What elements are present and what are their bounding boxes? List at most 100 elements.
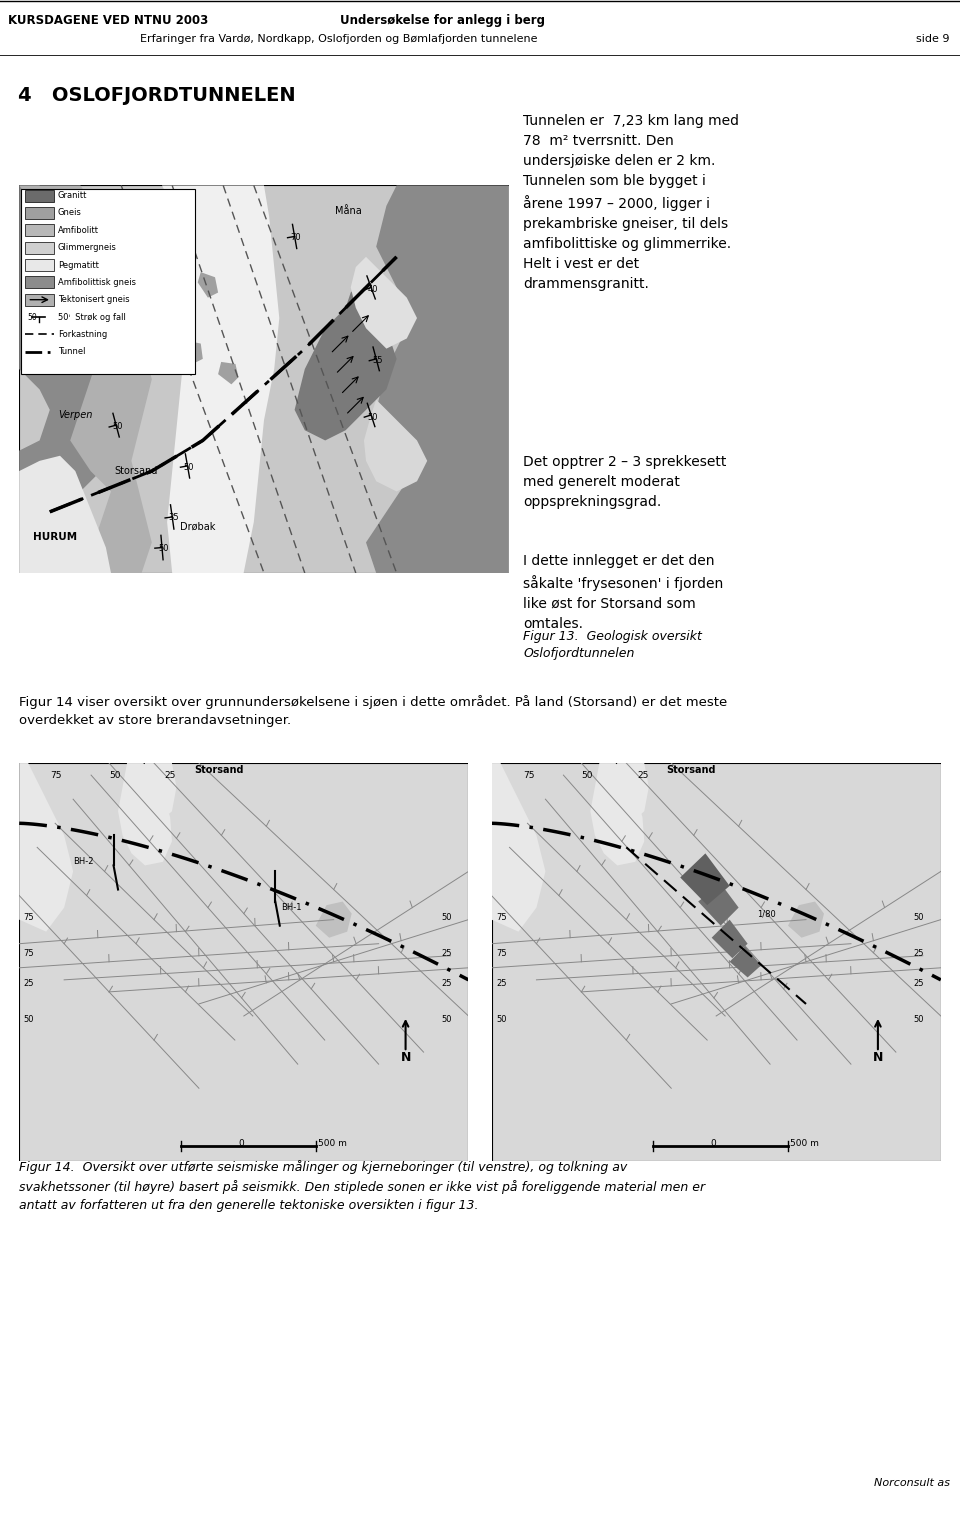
Text: 50: 50 bbox=[158, 543, 168, 552]
Text: BH-2: BH-2 bbox=[73, 857, 94, 866]
Bar bbox=[25, 206, 54, 218]
Polygon shape bbox=[162, 185, 279, 573]
Text: 50: 50 bbox=[24, 1015, 35, 1024]
Text: 25: 25 bbox=[442, 978, 452, 988]
Text: Håøya: Håøya bbox=[105, 282, 137, 293]
Text: Tunnel: Tunnel bbox=[58, 347, 85, 356]
Text: 50: 50 bbox=[496, 1015, 507, 1024]
Text: 25: 25 bbox=[165, 771, 176, 780]
Text: 25: 25 bbox=[914, 948, 924, 957]
Polygon shape bbox=[182, 340, 203, 364]
Text: 70: 70 bbox=[291, 234, 301, 243]
Text: Erfaringer fra Vardø, Nordkapp, Oslofjorden og Bømlafjorden tunnelene: Erfaringer fra Vardø, Nordkapp, Oslofjor… bbox=[140, 33, 538, 44]
Text: Drøbak: Drøbak bbox=[180, 522, 215, 532]
Text: 0: 0 bbox=[710, 1139, 716, 1148]
Polygon shape bbox=[19, 185, 111, 573]
Text: Måna: Måna bbox=[335, 206, 362, 215]
Text: Amfibolitt: Amfibolitt bbox=[58, 226, 99, 235]
Bar bbox=[25, 294, 54, 306]
Text: 35: 35 bbox=[168, 513, 179, 522]
Text: 50ⁱ  Strøk og fall: 50ⁱ Strøk og fall bbox=[58, 313, 126, 322]
Polygon shape bbox=[350, 256, 417, 349]
Polygon shape bbox=[590, 763, 644, 865]
Text: 500 m: 500 m bbox=[318, 1139, 347, 1148]
Text: Figur 14 viser oversikt over grunnundersøkelsene i sjøen i dette området. På lan: Figur 14 viser oversikt over grunnunders… bbox=[19, 695, 728, 727]
Text: 75: 75 bbox=[496, 948, 507, 957]
Text: 50: 50 bbox=[442, 913, 452, 922]
Polygon shape bbox=[711, 919, 748, 959]
Text: 50: 50 bbox=[183, 463, 194, 472]
Polygon shape bbox=[223, 293, 264, 334]
Polygon shape bbox=[364, 399, 427, 492]
Polygon shape bbox=[295, 287, 396, 440]
Polygon shape bbox=[698, 883, 738, 925]
Text: 55: 55 bbox=[372, 356, 383, 366]
Polygon shape bbox=[492, 763, 545, 931]
Text: 50: 50 bbox=[914, 1015, 924, 1024]
Text: 40: 40 bbox=[368, 285, 378, 294]
Text: Undersøkelse for anlegg i berg: Undersøkelse for anlegg i berg bbox=[340, 14, 545, 27]
Polygon shape bbox=[218, 363, 238, 384]
Text: Tunnelen er  7,23 km lang med
78  m² tverrsnitt. Den
undersjøiske delen er 2 km.: Tunnelen er 7,23 km lang med 78 m² tverr… bbox=[523, 114, 739, 291]
Text: 50: 50 bbox=[368, 413, 378, 422]
Bar bbox=[25, 190, 54, 202]
Text: Gneis: Gneis bbox=[58, 208, 82, 217]
Polygon shape bbox=[19, 185, 152, 573]
Text: side 9: side 9 bbox=[917, 33, 950, 44]
Bar bbox=[25, 276, 54, 288]
Polygon shape bbox=[366, 185, 509, 573]
Text: 75: 75 bbox=[24, 948, 35, 957]
Polygon shape bbox=[316, 901, 351, 938]
Text: 50: 50 bbox=[109, 771, 121, 780]
Polygon shape bbox=[136, 763, 177, 824]
Bar bbox=[25, 259, 54, 272]
Text: Amfibolittisk gneis: Amfibolittisk gneis bbox=[58, 278, 136, 287]
Text: Verpen: Verpen bbox=[59, 410, 92, 420]
Text: 75: 75 bbox=[24, 913, 35, 922]
Text: Norconsult as: Norconsult as bbox=[875, 1478, 950, 1488]
Polygon shape bbox=[208, 379, 242, 413]
Polygon shape bbox=[609, 763, 649, 824]
Text: 50: 50 bbox=[582, 771, 593, 780]
Text: 75: 75 bbox=[496, 913, 507, 922]
Text: N: N bbox=[873, 1051, 883, 1063]
Bar bbox=[21, 188, 195, 375]
Polygon shape bbox=[681, 854, 730, 906]
Text: I dette innlegget er det den
såkalte 'frysesonen' i fjorden
like øst for Storsan: I dette innlegget er det den såkalte 'fr… bbox=[523, 554, 724, 631]
Text: Pegmatitt: Pegmatitt bbox=[58, 261, 99, 270]
Text: 25: 25 bbox=[24, 978, 35, 988]
Text: 50: 50 bbox=[27, 313, 37, 322]
Text: Figur 13.  Geologisk oversikt
Oslofjordtunnelen: Figur 13. Geologisk oversikt Oslofjordtu… bbox=[523, 630, 702, 660]
Text: KURSDAGENE VED NTNU 2003: KURSDAGENE VED NTNU 2003 bbox=[8, 14, 208, 27]
Text: 25: 25 bbox=[914, 978, 924, 988]
Polygon shape bbox=[19, 455, 111, 573]
Polygon shape bbox=[730, 947, 761, 977]
Bar bbox=[25, 241, 54, 253]
Text: Det opptrer 2 – 3 sprekkesett
med generelt moderat
oppsprekningsgrad.: Det opptrer 2 – 3 sprekkesett med genere… bbox=[523, 455, 727, 510]
Text: 50: 50 bbox=[442, 1015, 452, 1024]
Text: Storsand: Storsand bbox=[667, 765, 716, 775]
Polygon shape bbox=[198, 272, 218, 297]
Text: Forkastning: Forkastning bbox=[58, 329, 108, 338]
Text: Figur 14.  Oversikt over utførte seismiske målinger og kjerneboringer (til venst: Figur 14. Oversikt over utførte seismisk… bbox=[19, 1161, 706, 1212]
Text: HURUM: HURUM bbox=[33, 532, 77, 543]
Text: BH-1: BH-1 bbox=[281, 903, 302, 912]
Text: Storsand: Storsand bbox=[195, 765, 244, 775]
Polygon shape bbox=[118, 763, 172, 865]
Text: 500 m: 500 m bbox=[790, 1139, 819, 1148]
Text: Granitt: Granitt bbox=[58, 191, 87, 200]
Text: Tektonisert gneis: Tektonisert gneis bbox=[58, 296, 130, 305]
Bar bbox=[25, 225, 54, 237]
Polygon shape bbox=[19, 763, 73, 931]
Text: 50: 50 bbox=[112, 423, 123, 431]
Text: Glimmergneis: Glimmergneis bbox=[58, 243, 117, 252]
Text: 4   OSLOFJORDTUNNELEN: 4 OSLOFJORDTUNNELEN bbox=[18, 86, 296, 105]
Text: 0: 0 bbox=[238, 1139, 244, 1148]
Text: 75: 75 bbox=[51, 771, 62, 780]
Text: 25: 25 bbox=[637, 771, 648, 780]
Text: 50: 50 bbox=[914, 913, 924, 922]
Text: 75: 75 bbox=[523, 771, 535, 780]
Polygon shape bbox=[788, 901, 824, 938]
Text: N: N bbox=[400, 1051, 411, 1063]
Text: Storsand: Storsand bbox=[115, 466, 158, 476]
